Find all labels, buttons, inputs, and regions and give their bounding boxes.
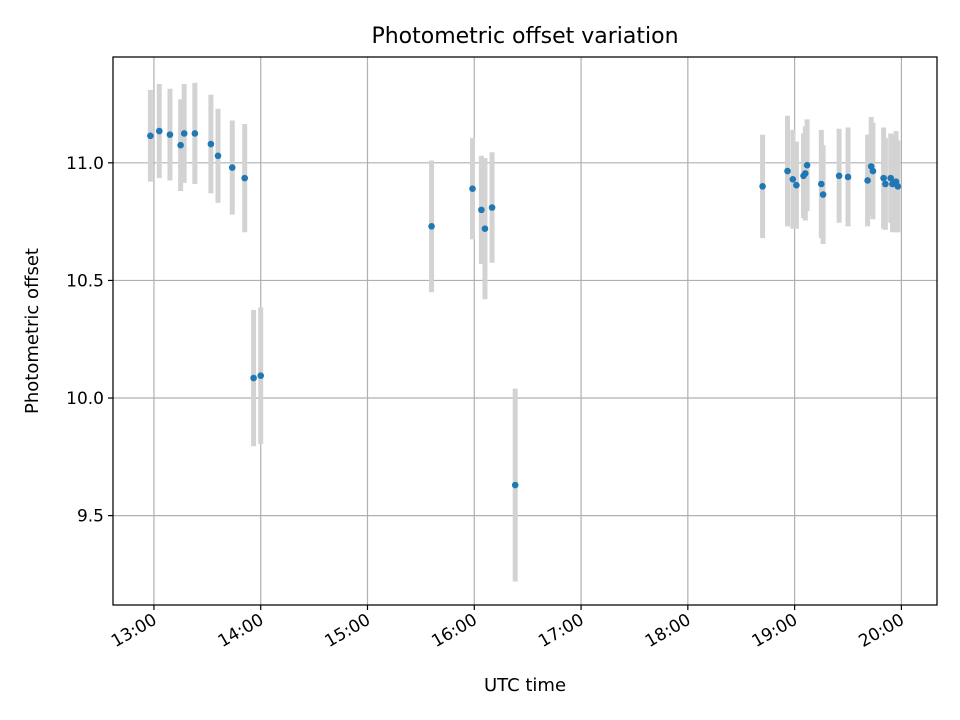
x-axis-label: UTC time <box>484 675 566 696</box>
data-point <box>869 167 877 175</box>
data-point <box>177 141 184 149</box>
y-tick-label: 9.5 <box>77 507 104 527</box>
data-point <box>819 191 827 198</box>
data-point <box>894 183 902 190</box>
y-axis-label: Photometric offset <box>22 248 43 414</box>
data-points <box>147 127 902 489</box>
y-axis-ticks: 9.5 10.0 10.5 11.0 <box>66 154 113 527</box>
data-point <box>481 225 489 232</box>
data-point <box>835 172 843 180</box>
data-point <box>844 173 852 181</box>
data-point <box>802 170 809 177</box>
data-point <box>250 374 257 382</box>
y-tick-label: 10.5 <box>66 271 104 291</box>
data-point <box>759 183 766 190</box>
data-point <box>257 372 265 379</box>
data-point <box>228 164 236 171</box>
data-point <box>469 185 476 193</box>
plot-frame <box>112 56 938 606</box>
data-point <box>241 174 248 182</box>
data-point <box>511 481 519 489</box>
data-point <box>818 180 825 188</box>
data-point <box>478 206 485 214</box>
data-point <box>784 167 791 175</box>
data-point <box>882 180 889 188</box>
data-point <box>147 132 154 140</box>
data-point <box>214 152 222 160</box>
data-point <box>864 177 871 184</box>
data-point <box>793 181 800 189</box>
y-tick-label: 11.0 <box>66 154 104 174</box>
data-point <box>887 174 895 182</box>
data-point <box>880 174 887 182</box>
y-tick-label: 10.0 <box>66 389 104 409</box>
data-point <box>155 127 163 135</box>
data-point <box>166 131 174 138</box>
data-point <box>191 130 199 137</box>
chart-title: Photometric offset variation <box>371 24 678 49</box>
data-point <box>207 140 215 148</box>
data-point <box>488 204 496 211</box>
data-point <box>180 130 188 137</box>
data-point <box>803 161 811 169</box>
data-point <box>428 223 435 230</box>
grid-lines <box>113 57 937 605</box>
data-point <box>789 176 797 183</box>
